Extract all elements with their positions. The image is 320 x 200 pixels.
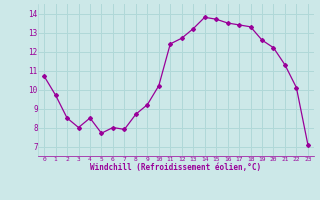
X-axis label: Windchill (Refroidissement éolien,°C): Windchill (Refroidissement éolien,°C) [91,163,261,172]
